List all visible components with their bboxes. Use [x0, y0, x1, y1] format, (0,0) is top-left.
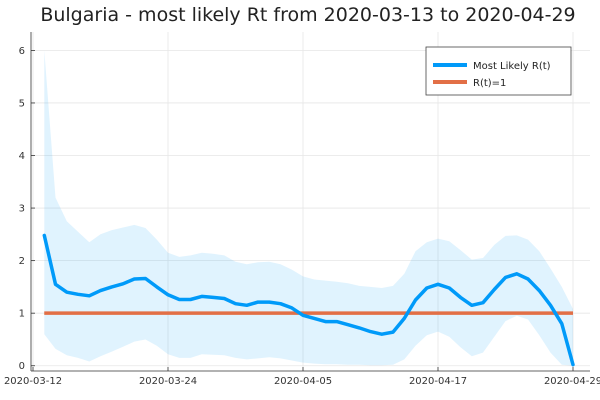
legend-box: [425, 46, 572, 96]
x-tick-labels: 2020-03-12 2020-03-24 2020-04-05 2020-04-17…: [4, 376, 600, 387]
y-tick-label-5: 5: [19, 98, 25, 109]
legend-label-most-likely: Most Likely R(t): [473, 61, 551, 72]
y-tick-label-3: 3: [19, 204, 25, 215]
x-tick-label-4: 2020-04-29: [544, 376, 600, 387]
x-tick-label-1: 2020-03-24: [139, 376, 197, 387]
y-tick-labels: 0 1 2 3 4 5 6: [19, 46, 25, 372]
legend-label-rt-1: R(t)=1: [473, 78, 506, 89]
series-lines-layer: [42, 233, 575, 367]
y-tick-label-4: 4: [19, 151, 25, 162]
y-tick-label-6: 6: [19, 46, 25, 57]
y-tick-label-0: 0: [19, 361, 25, 372]
x-tick-label-3: 2020-04-17: [409, 376, 467, 387]
axes: [30, 32, 590, 372]
chart-title: Bulgaria - most likely Rt from 2020-03-1…: [40, 4, 575, 26]
x-tick-label-2: 2020-04-05: [274, 376, 332, 387]
x-tick-label-0: 2020-03-12: [4, 376, 62, 387]
series-line-most-likely: [42, 233, 575, 367]
y-tick-label-2: 2: [19, 256, 25, 267]
y-tick-label-1: 1: [19, 309, 25, 320]
legend: Most Likely R(t) R(t)=1: [425, 46, 572, 96]
